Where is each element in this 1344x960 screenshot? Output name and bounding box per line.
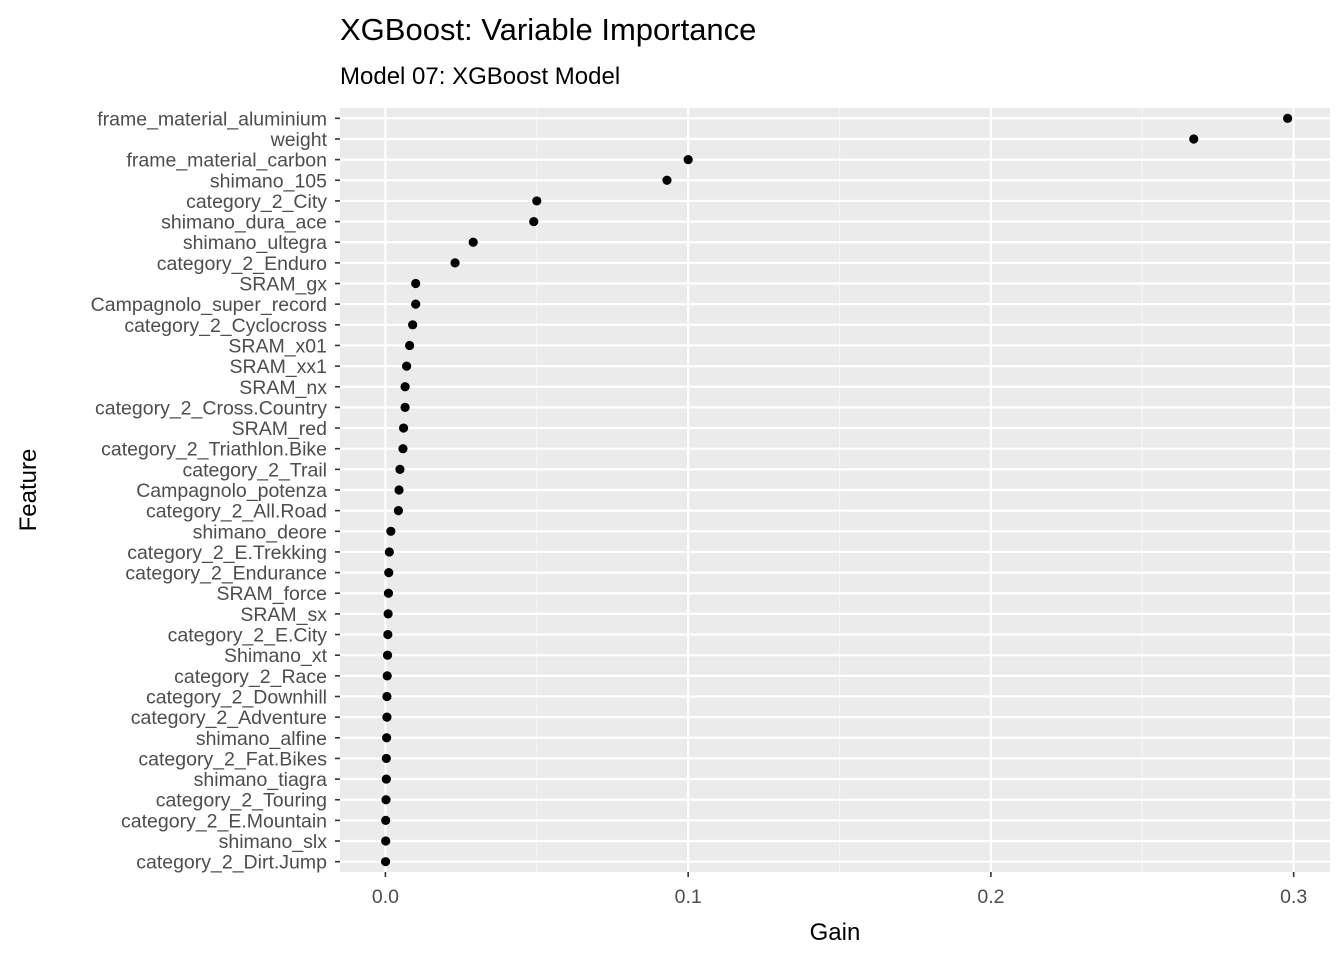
y-tick-label: frame_material_aluminium xyxy=(97,108,327,130)
y-tick-label: category_2_Cyclocross xyxy=(124,315,327,337)
data-point xyxy=(529,216,539,227)
major-gridlines xyxy=(340,108,1330,872)
data-point xyxy=(400,382,410,392)
data-point xyxy=(383,609,393,619)
data-point xyxy=(382,691,392,702)
data-point xyxy=(398,423,409,433)
data-point xyxy=(1283,113,1293,123)
data-point xyxy=(383,629,393,640)
y-tick-label: category_2_Adventure xyxy=(131,707,327,729)
data-point xyxy=(383,588,394,598)
data-point xyxy=(384,567,394,578)
data-point xyxy=(381,836,391,846)
y-tick-label: SRAM_gx xyxy=(239,274,327,296)
y-tick-label: shimano_105 xyxy=(210,170,327,192)
x-tick-label: 0.0 xyxy=(372,886,399,908)
x-axis: 0.0 0.1 0.2 0.3 xyxy=(372,872,1307,908)
y-tick-label: Campagnolo_potenza xyxy=(136,480,327,502)
data-point xyxy=(532,196,542,206)
y-axis: frame_material_aluminiumweightframe_mate… xyxy=(91,108,340,874)
y-axis-label: Feature xyxy=(15,449,42,532)
data-point xyxy=(380,857,391,867)
x-axis-label: Gain xyxy=(810,919,861,946)
y-tick-label: shimano_deore xyxy=(193,521,327,543)
data-point xyxy=(382,650,393,660)
y-tick-label: Campagnolo_super_record xyxy=(91,294,327,316)
y-tick-label: category_2_Trail xyxy=(182,459,327,481)
data-point xyxy=(398,444,408,454)
y-tick-label: category_2_E.Trekking xyxy=(127,542,327,564)
x-tick-label: 0.2 xyxy=(977,886,1004,908)
y-tick-label: shimano_slx xyxy=(219,831,328,853)
y-tick-label: category_2_All.Road xyxy=(146,501,327,523)
chart-subtitle: Model 07: XGBoost Model xyxy=(340,63,620,90)
y-tick-label: SRAM_x01 xyxy=(228,335,327,357)
data-point xyxy=(450,258,460,268)
data-point xyxy=(395,464,405,474)
y-tick-label: frame_material_carbon xyxy=(126,150,327,172)
y-tick-label: category_2_E.City xyxy=(168,625,328,647)
data-point xyxy=(468,237,478,247)
data-point xyxy=(381,815,391,825)
data-point xyxy=(382,733,392,743)
y-tick-label: category_2_Dirt.Jump xyxy=(136,852,327,874)
y-tick-label: Shimano_xt xyxy=(224,645,328,667)
y-tick-label: category_2_Downhill xyxy=(146,686,327,708)
data-point xyxy=(411,299,421,309)
y-tick-label: category_2_Triathlon.Bike xyxy=(101,439,327,461)
data-point xyxy=(381,774,391,784)
data-point xyxy=(393,506,404,516)
y-tick-label: SRAM_xx1 xyxy=(229,356,327,378)
data-point xyxy=(1189,134,1199,144)
y-tick-label: shimano_ultegra xyxy=(183,232,327,254)
y-tick-label: category_2_Cross.Country xyxy=(95,397,327,419)
data-point xyxy=(662,175,672,185)
data-point xyxy=(400,402,410,413)
data-points xyxy=(380,113,1293,867)
data-point xyxy=(402,361,412,371)
y-tick-label: SRAM_red xyxy=(232,418,327,440)
data-point xyxy=(683,155,693,165)
data-point xyxy=(386,526,396,536)
data-point xyxy=(382,712,392,722)
data-point xyxy=(408,320,418,330)
chart-title: XGBoost: Variable Importance xyxy=(340,12,756,47)
data-point xyxy=(384,547,394,557)
x-tick-label: 0.1 xyxy=(675,886,702,908)
x-tick-label: 0.3 xyxy=(1280,886,1307,908)
y-tick-label: SRAM_nx xyxy=(239,377,327,399)
y-tick-label: category_2_Touring xyxy=(156,790,327,812)
y-tick-label: weight xyxy=(270,129,328,151)
y-tick-label: category_2_Enduro xyxy=(157,253,327,275)
y-tick-label: SRAM_sx xyxy=(240,604,327,626)
y-tick-label: category_2_Race xyxy=(174,666,327,688)
data-point xyxy=(411,278,421,289)
data-point xyxy=(394,485,404,495)
y-tick-label: category_2_Fat.Bikes xyxy=(138,748,327,770)
y-tick-label: SRAM_force xyxy=(216,583,327,605)
data-point xyxy=(381,795,391,805)
y-tick-label: category_2_E.Mountain xyxy=(121,810,327,832)
y-tick-label: category_2_Endurance xyxy=(125,563,327,585)
y-tick-label: shimano_tiagra xyxy=(194,769,327,791)
data-point xyxy=(382,671,392,681)
y-tick-label: shimano_dura_ace xyxy=(161,212,327,234)
y-tick-label: category_2_City xyxy=(186,191,327,213)
data-point xyxy=(405,340,415,351)
y-tick-label: shimano_alfine xyxy=(196,728,327,750)
data-point xyxy=(381,753,391,764)
